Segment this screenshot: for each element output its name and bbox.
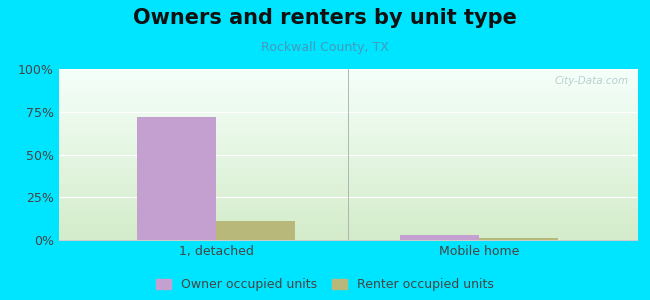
Text: City-Data.com: City-Data.com [554,76,629,86]
Bar [137,117,216,240]
Bar [216,221,295,240]
Bar [479,238,558,240]
Text: Rockwall County, TX: Rockwall County, TX [261,40,389,53]
Bar [400,235,479,240]
Text: Owners and renters by unit type: Owners and renters by unit type [133,8,517,28]
Legend: Owner occupied units, Renter occupied units: Owner occupied units, Renter occupied un… [153,276,497,294]
